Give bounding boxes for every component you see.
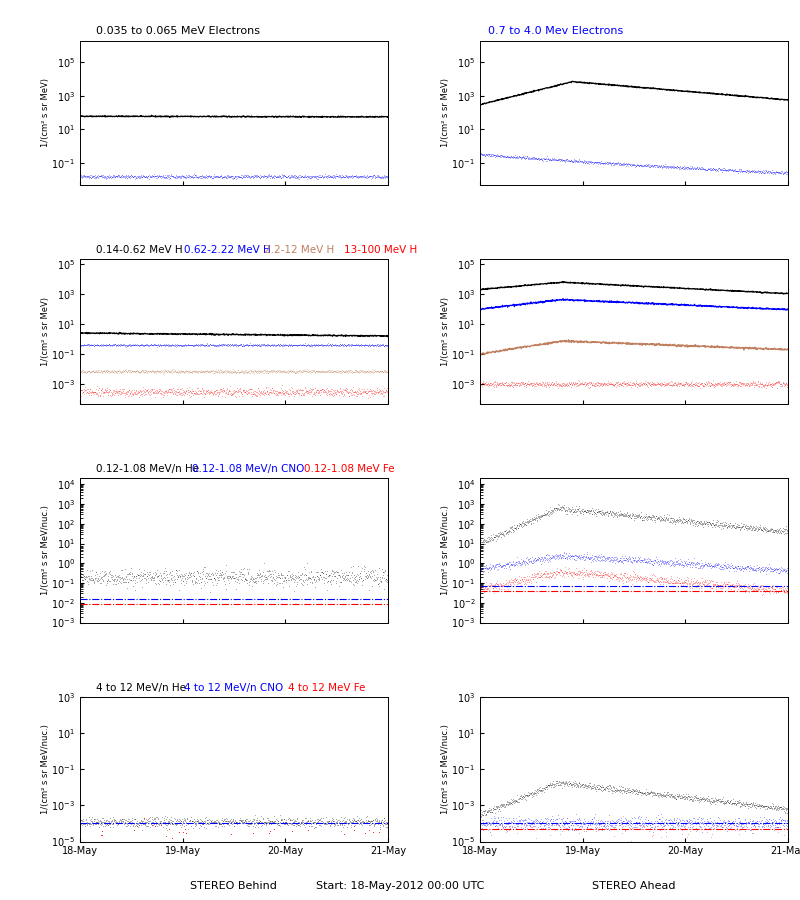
Text: 0.12-1.08 MeV/n He: 0.12-1.08 MeV/n He	[96, 464, 199, 474]
Text: 2.2-12 MeV H: 2.2-12 MeV H	[264, 245, 334, 255]
Text: STEREO Ahead: STEREO Ahead	[592, 881, 676, 891]
Text: Start: 18-May-2012 00:00 UTC: Start: 18-May-2012 00:00 UTC	[316, 881, 484, 891]
Text: 0.62-2.22 MeV H: 0.62-2.22 MeV H	[184, 245, 270, 255]
Y-axis label: 1/(cm² s sr MeV): 1/(cm² s sr MeV)	[441, 297, 450, 366]
Text: 4 to 12 MeV/n CNO: 4 to 12 MeV/n CNO	[184, 683, 283, 693]
Text: 0.7 to 4.0 Mev Electrons: 0.7 to 4.0 Mev Electrons	[488, 26, 623, 36]
Text: 13-100 MeV H: 13-100 MeV H	[344, 245, 418, 255]
Y-axis label: 1/(cm² s sr MeV/nuc.): 1/(cm² s sr MeV/nuc.)	[41, 506, 50, 596]
Text: 0.12-1.08 MeV Fe: 0.12-1.08 MeV Fe	[304, 464, 394, 474]
Y-axis label: 1/(cm² s sr MeV): 1/(cm² s sr MeV)	[41, 297, 50, 366]
Y-axis label: 1/(cm² s sr MeV/nuc.): 1/(cm² s sr MeV/nuc.)	[441, 724, 450, 814]
Text: 4 to 12 MeV Fe: 4 to 12 MeV Fe	[288, 683, 366, 693]
Y-axis label: 1/(cm² s sr MeV): 1/(cm² s sr MeV)	[41, 78, 50, 147]
Text: 4 to 12 MeV/n He: 4 to 12 MeV/n He	[96, 683, 186, 693]
Text: 0.14-0.62 MeV H: 0.14-0.62 MeV H	[96, 245, 182, 255]
Text: 0.035 to 0.065 MeV Electrons: 0.035 to 0.065 MeV Electrons	[96, 26, 260, 36]
Text: STEREO Behind: STEREO Behind	[190, 881, 278, 891]
Text: 0.12-1.08 MeV/n CNO: 0.12-1.08 MeV/n CNO	[192, 464, 304, 474]
Y-axis label: 1/(cm² s sr MeV): 1/(cm² s sr MeV)	[441, 78, 450, 147]
Y-axis label: 1/(cm² s sr MeV/nuc.): 1/(cm² s sr MeV/nuc.)	[41, 724, 50, 814]
Y-axis label: 1/(cm² s sr MeV/nuc.): 1/(cm² s sr MeV/nuc.)	[441, 506, 450, 596]
